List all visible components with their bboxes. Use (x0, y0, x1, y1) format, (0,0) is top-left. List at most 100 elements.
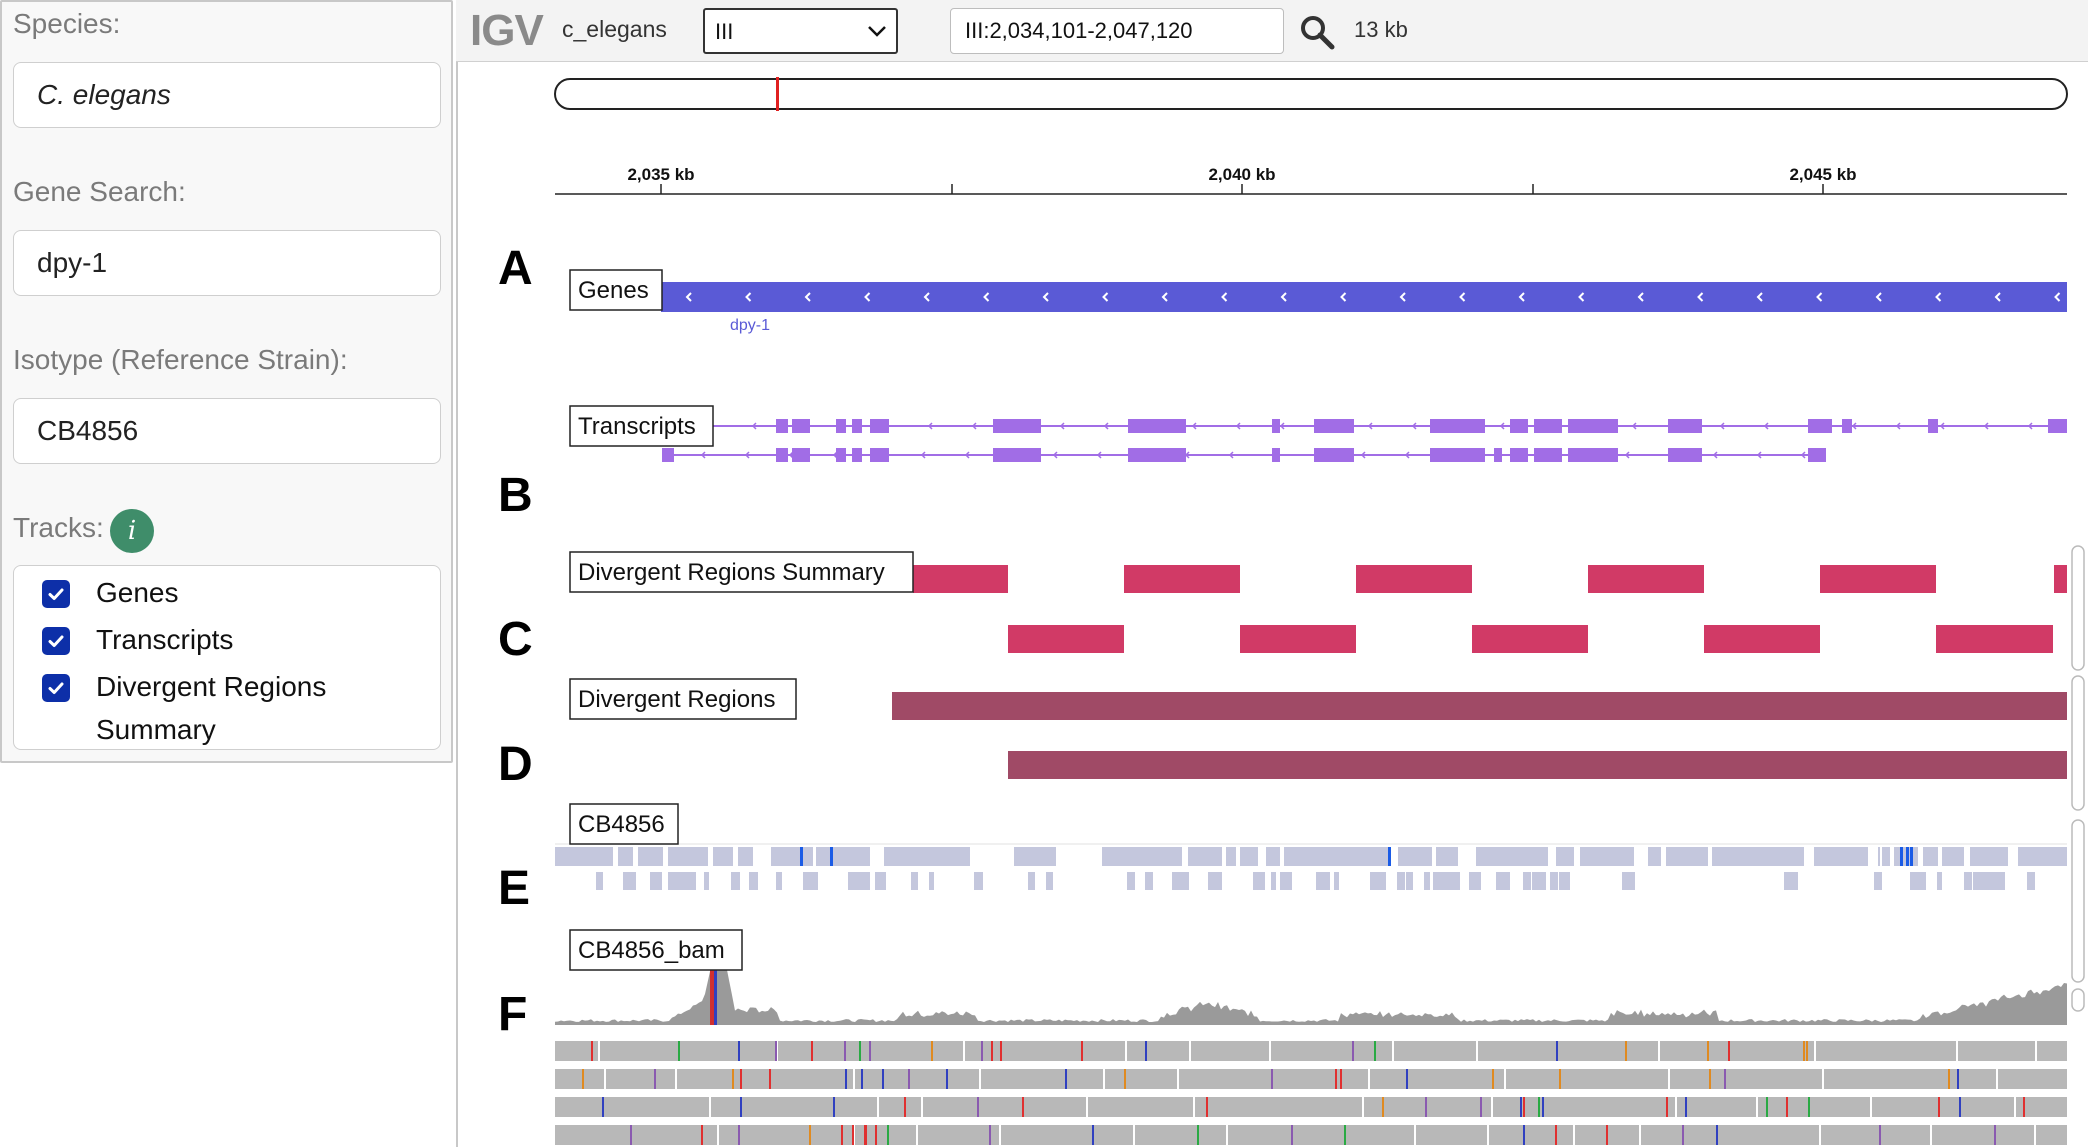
strand-chevron-icon (964, 451, 970, 459)
variant-block (1973, 872, 1984, 890)
variant-block (686, 872, 696, 890)
read-mismatch (904, 1097, 906, 1117)
divergent-summary-track[interactable] (913, 565, 2067, 653)
track-name-box[interactable] (569, 269, 663, 311)
variant-block (1496, 872, 1510, 890)
species-field[interactable]: C. elegans (13, 62, 441, 128)
gene-search-input[interactable]: dpy-1 (13, 230, 441, 296)
transcript-exon (993, 419, 1041, 433)
track-scrollbar[interactable] (2071, 819, 2085, 983)
transcript-exon (1568, 448, 1618, 462)
divergent-region[interactable] (892, 692, 2067, 720)
track-name-box[interactable] (569, 551, 914, 593)
read-alignment (1179, 1069, 1368, 1089)
strand-chevron-icon (1042, 292, 1049, 302)
read-mismatch (1803, 1041, 1805, 1061)
chromosome-ideogram[interactable] (554, 78, 2068, 110)
variant-block (1666, 847, 1708, 866)
track-option-divergent-summary[interactable]: Divergent Regions Summary (42, 671, 326, 751)
track-letter: D (498, 738, 533, 791)
read-alignment (2016, 1097, 2067, 1117)
info-icon[interactable]: i (110, 509, 154, 553)
ruler-tick-label: 2,045 kb (1789, 165, 1856, 184)
transcript-exon (1928, 419, 1938, 433)
read-alignment (1998, 1069, 2067, 1089)
track-name-box[interactable] (569, 405, 714, 447)
transcript-exon (1314, 448, 1354, 462)
divergent-region[interactable] (1008, 751, 2067, 779)
variant-block (1476, 847, 1548, 866)
search-icon[interactable] (1299, 14, 1337, 57)
transcript-exon (2048, 419, 2067, 433)
read-alignment (923, 1097, 1086, 1117)
variant-block (1028, 872, 1035, 890)
variant-block (1181, 872, 1189, 890)
divergent-summary-block (1820, 565, 1936, 593)
locus-input[interactable]: III:2,034,101-2,047,120 (950, 8, 1284, 54)
variant-block (1882, 847, 1890, 866)
transcript-exon (1128, 448, 1186, 462)
genome-label: c_elegans (562, 16, 667, 42)
read-mismatch (1291, 1125, 1293, 1145)
read-mismatch (1081, 1041, 1083, 1061)
ruler[interactable]: 2,035 kb 2,040 kb 2,045 kb (555, 165, 2067, 195)
checkbox-checked-icon[interactable] (42, 580, 70, 608)
variant-block (771, 847, 813, 866)
gene-feature[interactable] (661, 282, 2067, 312)
variant-block (555, 847, 613, 866)
read-mismatch (1523, 1125, 1525, 1145)
checkbox-checked-icon[interactable] (42, 674, 70, 702)
chromosome-select[interactable]: III (703, 8, 898, 54)
strand-chevron-icon (685, 292, 692, 302)
divergent-regions-track[interactable] (892, 692, 2067, 779)
read-mismatch (740, 1069, 742, 1089)
divergent-summary-block (1240, 625, 1356, 653)
igv-tracks-canvas[interactable]: 2,035 kb 2,040 kb 2,045 kb A B C D E F d… (458, 62, 2088, 1147)
transcripts-track[interactable] (662, 419, 2067, 462)
strand-chevron-icon (1939, 422, 1945, 430)
variant-highlight (1388, 847, 1391, 866)
track-option-genes[interactable]: Genes (42, 577, 179, 614)
variant-block (1102, 847, 1182, 866)
bam-track[interactable] (555, 935, 2067, 1145)
strand-chevron-icon (1851, 422, 1857, 430)
genes-track[interactable]: dpy-1 (661, 282, 2067, 334)
read-mismatch (1994, 1125, 1996, 1145)
transcript-exon (1808, 419, 1832, 433)
variant-block (1964, 872, 1972, 890)
track-scrollbar[interactable] (2071, 545, 2085, 671)
track-scrollbar[interactable] (2071, 988, 2085, 1012)
divergent-summary-block (913, 565, 1008, 593)
read-mismatch (875, 1125, 877, 1145)
variant-block (668, 872, 677, 890)
strand-chevron-icon (1340, 292, 1347, 302)
strand-chevron-icon (2054, 292, 2061, 302)
strand-chevron-icon (700, 451, 706, 459)
transcript-exon (792, 419, 810, 433)
transcript-exon (1430, 448, 1485, 462)
strand-chevron-icon (1221, 292, 1228, 302)
divergent-summary-block (1472, 625, 1588, 653)
variant-block (1433, 872, 1444, 890)
read-mismatch (1340, 1069, 1342, 1089)
track-scrollbar[interactable] (2071, 675, 2085, 811)
strand-chevron-icon (1895, 422, 1901, 430)
strand-chevron-icon (1816, 292, 1823, 302)
isotype-field[interactable]: CB4856 (13, 398, 441, 464)
variant-block (618, 847, 633, 866)
variant-block (704, 872, 709, 890)
sidebar: Species: C. elegans Gene Search: dpy-1 I… (0, 0, 453, 763)
variants-track[interactable] (555, 843, 2067, 890)
track-name-box[interactable] (569, 803, 679, 845)
read-alignment (1958, 1041, 2035, 1061)
read-mismatch (740, 1097, 742, 1117)
read-alignment (1478, 1041, 1658, 1061)
checkbox-checked-icon[interactable] (42, 627, 70, 655)
track-option-transcripts[interactable]: Transcripts (42, 624, 233, 661)
strand-chevron-icon (927, 422, 933, 430)
track-name-box[interactable] (569, 929, 743, 971)
track-letter: B (498, 469, 533, 522)
strand-chevron-icon (1631, 422, 1637, 430)
track-name-box[interactable] (569, 678, 797, 720)
read-mismatch (1480, 1097, 1482, 1117)
